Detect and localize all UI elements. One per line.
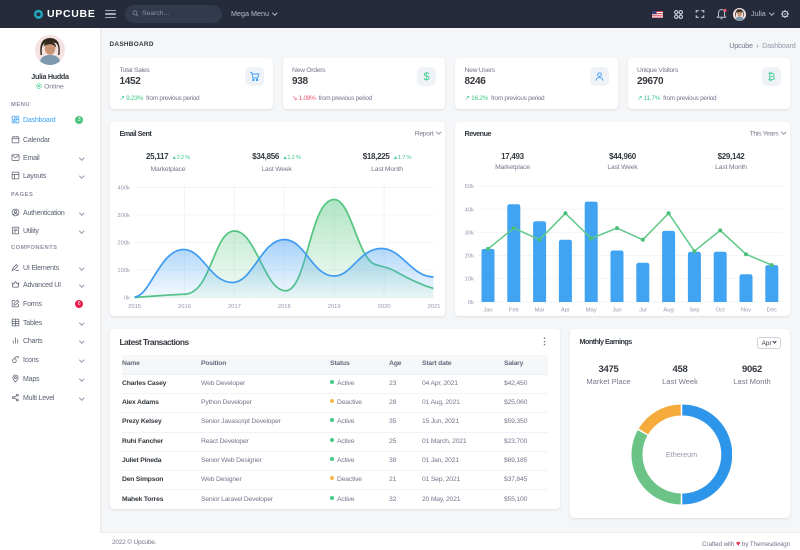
svg-text:Mar: Mar — [535, 307, 545, 313]
svg-text:Feb: Feb — [509, 307, 519, 313]
svg-text:0k: 0k — [468, 300, 474, 306]
svg-text:Apr: Apr — [561, 307, 570, 313]
svg-text:2018: 2018 — [278, 304, 291, 310]
svg-text:Nov: Nov — [741, 307, 751, 313]
svg-text:Ethereum: Ethereum — [665, 450, 696, 459]
svg-text:2019: 2019 — [328, 304, 341, 310]
svg-text:Sep: Sep — [689, 307, 699, 313]
svg-text:400k: 400k — [117, 185, 130, 191]
svg-text:50k: 50k — [465, 184, 474, 190]
svg-text:100k: 100k — [117, 268, 130, 274]
svg-text:Jul: Jul — [639, 307, 646, 313]
svg-text:2021: 2021 — [428, 304, 441, 310]
svg-text:20k: 20k — [465, 253, 474, 259]
svg-text:Jan: Jan — [483, 307, 492, 313]
svg-text:Aug: Aug — [663, 307, 673, 313]
svg-text:2016: 2016 — [178, 304, 191, 310]
svg-text:2020: 2020 — [378, 304, 391, 310]
svg-text:2015: 2015 — [128, 304, 141, 310]
svg-text:May: May — [586, 307, 597, 313]
svg-text:40k: 40k — [465, 207, 474, 213]
svg-text:200k: 200k — [117, 240, 130, 246]
svg-text:0k: 0k — [124, 295, 130, 301]
svg-text:300k: 300k — [117, 213, 130, 219]
svg-text:Oct: Oct — [716, 307, 725, 313]
svg-text:10k: 10k — [465, 276, 474, 282]
svg-text:Jun: Jun — [612, 307, 621, 313]
svg-text:30k: 30k — [465, 230, 474, 236]
svg-text:2017: 2017 — [228, 304, 241, 310]
svg-text:Dec: Dec — [767, 307, 777, 313]
